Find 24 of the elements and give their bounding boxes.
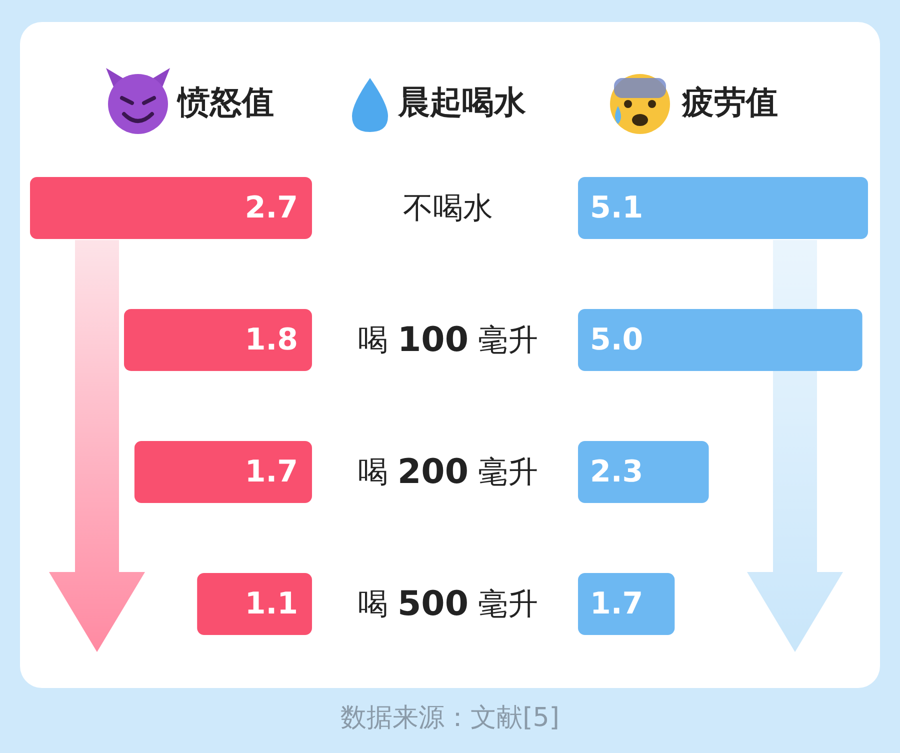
data-label: 2.3 — [590, 454, 644, 490]
data-label: 5.1 — [590, 190, 644, 226]
data-label: 5.0 — [590, 322, 644, 358]
bar — [30, 177, 312, 239]
data-label: 1.7 — [244, 454, 298, 490]
bar — [197, 573, 312, 635]
bar — [578, 573, 675, 635]
data-label: 1.7 — [590, 586, 644, 622]
data-label: 1.1 — [244, 586, 298, 622]
y-tick-label: 喝 100 毫升 — [358, 320, 538, 360]
chart-title: 疲劳值 — [681, 83, 778, 121]
bar — [578, 309, 862, 371]
y-tick-label: 喝 500 毫升 — [358, 584, 538, 624]
y-tick-label: 喝 200 毫升 — [358, 452, 538, 492]
bar — [578, 177, 868, 239]
y-axis-title: 晨起喝水 — [397, 83, 527, 121]
chart-title: 愤怒值 — [176, 83, 274, 121]
source-note: 数据来源：文献[5] — [340, 703, 560, 733]
data-label: 2.7 — [244, 190, 298, 226]
y-tick-label: 不喝水 — [403, 190, 493, 226]
bar — [124, 309, 312, 371]
bar — [134, 441, 312, 503]
bar — [578, 441, 709, 503]
data-label: 1.8 — [244, 322, 298, 358]
